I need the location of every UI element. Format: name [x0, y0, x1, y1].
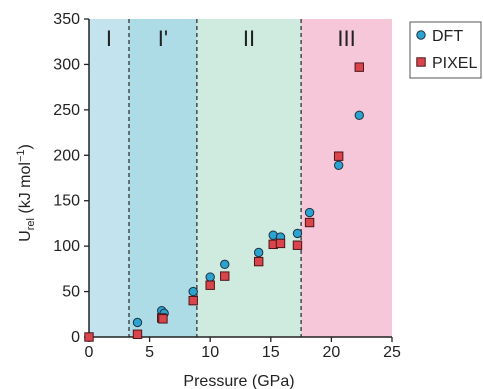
- y-tick-label: 350: [53, 11, 80, 28]
- legend-marker-dft: [416, 30, 426, 40]
- dft-point: [132, 317, 143, 328]
- region-0: [89, 19, 129, 337]
- pixel-point: [304, 217, 315, 228]
- x-tick-label: 20: [323, 344, 341, 361]
- y-tick-label: 150: [53, 193, 80, 210]
- pixel-point: [205, 280, 215, 290]
- x-tick-label: 10: [201, 344, 219, 361]
- y-tick-label: 0: [71, 329, 80, 346]
- region-3: [301, 19, 392, 337]
- y-tick-label: 250: [53, 102, 80, 119]
- dft-point: [354, 110, 364, 121]
- region-label-0: I: [106, 26, 112, 51]
- legend-label-pixel: PIXEL: [432, 55, 477, 72]
- pixel-point: [354, 62, 364, 72]
- dft-point: [205, 272, 215, 282]
- y-axis-title-close: ): [17, 144, 34, 149]
- pixel-point: [333, 151, 344, 161]
- phase-regions: [89, 19, 392, 337]
- y-tick-label: 100: [53, 238, 80, 255]
- phase-region-labels: I I' II III: [106, 26, 356, 51]
- region-label-2: II: [243, 26, 255, 51]
- y-axis-title-unit: (kJ mol: [17, 162, 34, 218]
- y-tick-label: 50: [62, 284, 80, 301]
- pixel-point: [275, 238, 286, 249]
- y-axis-title: Urel (kJ mol−1): [15, 144, 37, 242]
- pixel-point: [253, 256, 264, 267]
- x-tick-label: 0: [85, 344, 94, 361]
- legend-label-dft: DFT: [432, 28, 463, 45]
- y-axis-title-main: U: [17, 230, 34, 242]
- dft-point: [333, 160, 344, 170]
- dft-point: [253, 247, 264, 258]
- x-tick-label: 5: [145, 344, 154, 361]
- region-label-3: III: [337, 26, 355, 51]
- pixel-point: [84, 332, 94, 342]
- pixel-point: [220, 271, 230, 281]
- phase-boundaries: [128, 19, 302, 337]
- y-axis-title-superscript: −1: [15, 149, 27, 162]
- y-axis-title-subscript: rel: [25, 218, 37, 230]
- dft-point: [188, 286, 198, 297]
- region-label-1: I': [158, 26, 168, 51]
- region-1: [128, 19, 197, 337]
- legend: DFT PIXEL: [409, 21, 482, 79]
- data-points: [84, 62, 364, 342]
- pixel-point: [292, 240, 303, 250]
- legend-marker-pixel: [416, 57, 426, 67]
- pixel-point: [158, 314, 168, 324]
- x-tick-label: 15: [262, 344, 280, 361]
- dft-point: [292, 228, 303, 239]
- dft-point: [220, 259, 230, 270]
- x-axis-title: Pressure (GPa): [183, 373, 294, 389]
- y-tick-label: 200: [53, 147, 80, 164]
- x-tick-label: 25: [383, 344, 401, 361]
- y-tick-label: 300: [53, 56, 80, 73]
- pixel-point: [188, 295, 198, 306]
- dft-point: [304, 207, 315, 218]
- pixel-point: [132, 329, 143, 339]
